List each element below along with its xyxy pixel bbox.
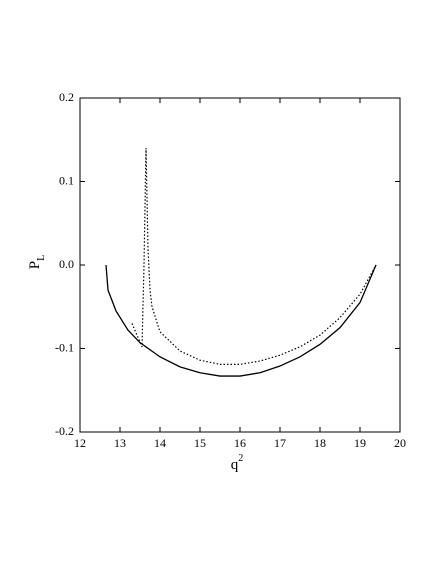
x-tick-label: 12 <box>74 436 86 450</box>
x-axis-label: q2 <box>231 453 244 473</box>
x-tick-label: 15 <box>194 436 206 450</box>
y-tick-label: 0.0 <box>59 257 74 271</box>
y-tick-label: -0.2 <box>55 424 74 438</box>
plot-frame <box>79 97 401 433</box>
x-label-main: q <box>231 457 239 473</box>
x-tick-label: 14 <box>154 436 166 450</box>
y-axis-label: PL <box>27 255 47 269</box>
y-label-main: P <box>27 261 43 269</box>
y-tick-label: 0.2 <box>59 90 74 104</box>
x-tick-label: 20 <box>394 436 406 450</box>
y-tick-label: 0.1 <box>59 173 74 187</box>
x-tick-label: 17 <box>274 436 286 450</box>
data-line <box>105 264 377 377</box>
y-tick-label: -0.1 <box>55 340 74 354</box>
data-line <box>131 148 377 365</box>
y-label-sub: L <box>36 255 47 261</box>
x-tick-label: 13 <box>114 436 126 450</box>
x-tick-label: 19 <box>354 436 366 450</box>
x-label-sup: 2 <box>238 453 243 464</box>
x-tick-label: 16 <box>234 436 246 450</box>
x-tick-label: 18 <box>314 436 326 450</box>
